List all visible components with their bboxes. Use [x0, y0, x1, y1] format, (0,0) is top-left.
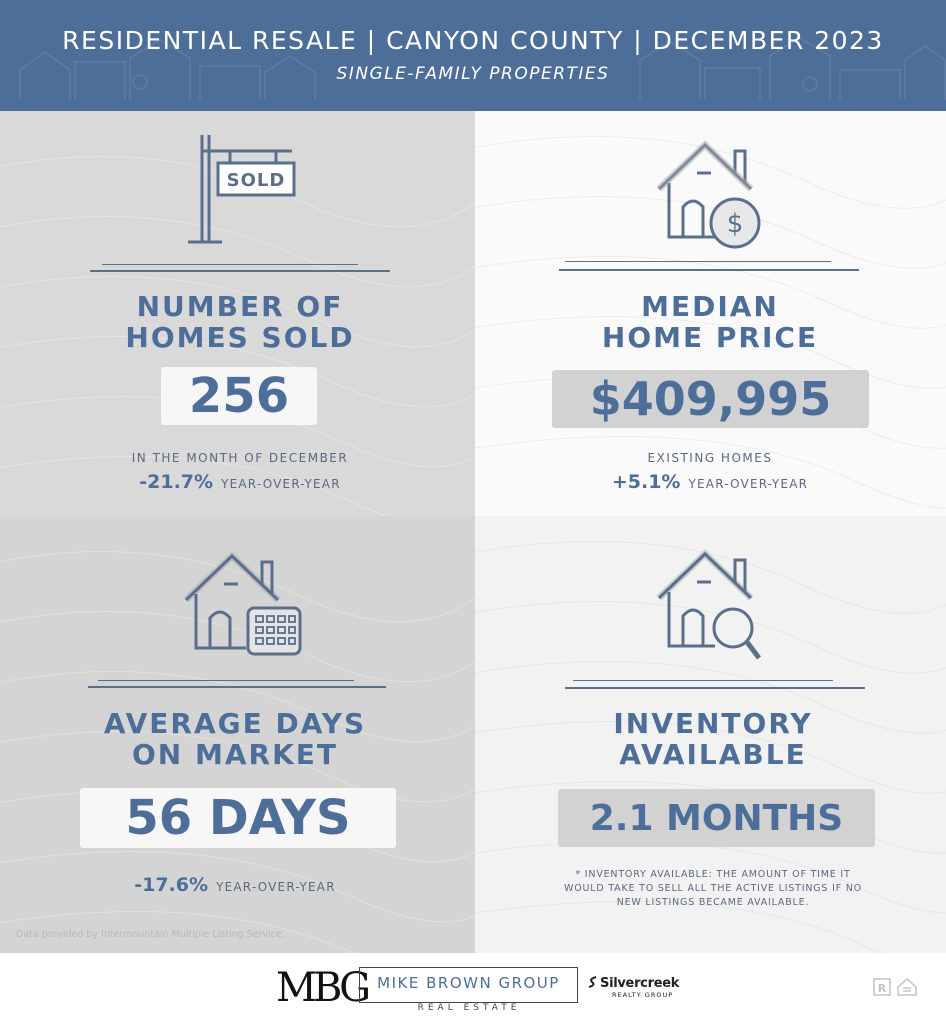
change-label: YEAR-OVER-YEAR [688, 477, 809, 491]
house-magnifier-icon [656, 549, 761, 660]
sold-sign-text: SOLD [227, 170, 286, 191]
skyline-decoration [19, 37, 946, 100]
title-line-2: AVAILABLE [619, 738, 807, 771]
inventory-panel: INVENTORY AVAILABLE 2.1 MONTHS * INVENTO… [475, 516, 946, 953]
background-waves [0, 155, 475, 516]
footnote-line-1: * INVENTORY AVAILABLE: THE AMOUNT OF TIM… [575, 869, 851, 880]
partner-name: Silvercreek [600, 976, 680, 991]
divider-bottom [565, 687, 865, 689]
realtor-icon: R [873, 978, 891, 996]
footnote-line-3: NEW LISTINGS BECAME AVAILABLE. [616, 897, 810, 908]
days-on-market-value: 56 DAYS [80, 788, 396, 848]
homes-sold-panel: SOLD NUMBER OF HOMES SOLD 256 IN THE MON… [0, 111, 475, 516]
homes-sold-title: NUMBER OF HOMES SOLD [60, 291, 420, 353]
brand-subtitle: REAL ESTATE [417, 1003, 521, 1013]
median-price-value: $409,995 [552, 370, 869, 428]
median-price-caption: EXISTING HOMES [647, 451, 773, 465]
page-title: RESIDENTIAL RESALE | CANYON COUNTY | DEC… [62, 26, 884, 55]
footer: MBG MIKE BROWN GROUP REAL ESTATE Silverc… [0, 953, 946, 1024]
mbg-logo: MBG [276, 965, 371, 1011]
title-line-2: ON MARKET [131, 738, 338, 771]
sold-sign-icon: SOLD [188, 135, 296, 244]
divider-top [102, 264, 358, 265]
svg-text:R: R [878, 982, 887, 995]
divider-bottom [88, 686, 386, 688]
silvercreek-logo-icon [588, 976, 597, 988]
brand-name-box: MIKE BROWN GROUP [359, 967, 578, 1003]
homes-sold-caption: IN THE MONTH OF DECEMBER [131, 451, 349, 465]
homes-sold-change: -21.7% YEAR-OVER-YEAR [60, 471, 420, 493]
days-on-market-title: AVERAGE DAYS ON MARKET [55, 708, 415, 770]
change-percent: -17.6% [134, 874, 209, 896]
page-subtitle: SINGLE-FAMILY PROPERTIES [336, 64, 610, 84]
equal-housing-icon [897, 977, 917, 996]
inventory-value: 2.1 MONTHS [558, 789, 875, 847]
days-on-market-change: -17.6% YEAR-OVER-YEAR [55, 874, 415, 896]
divider-bottom [559, 269, 859, 271]
inventory-footnote: * INVENTORY AVAILABLE: THE AMOUNT OF TIM… [530, 868, 896, 910]
header-banner: RESIDENTIAL RESALE | CANYON COUNTY | DEC… [0, 0, 946, 111]
house-calendar-icon [183, 551, 302, 656]
days-on-market-panel: AVERAGE DAYS ON MARKET 56 DAYS -17.6% YE… [0, 516, 475, 953]
median-price-title: MEDIAN HOME PRICE [530, 291, 890, 353]
divider-bottom [90, 270, 390, 272]
data-source-note: Data provided by Intermountain Multiple … [16, 929, 285, 940]
change-percent: -21.7% [139, 471, 214, 493]
title-line-1: NUMBER OF [136, 290, 344, 323]
partner-subtitle: REALTY GROUP [612, 991, 674, 999]
divider-top [565, 261, 831, 262]
median-price-change: +5.1% YEAR-OVER-YEAR [530, 471, 890, 493]
footnote-line-2: WOULD TAKE TO SELL ALL THE ACTIVE LISTIN… [564, 883, 862, 894]
divider-top [573, 680, 833, 681]
title-line-2: HOMES SOLD [125, 321, 355, 354]
house-dollar-icon: $ [656, 140, 761, 249]
title-line-1: INVENTORY [613, 707, 813, 740]
change-label: YEAR-OVER-YEAR [221, 477, 341, 491]
change-label: YEAR-OVER-YEAR [216, 880, 336, 894]
title-line-2: HOME PRICE [601, 321, 819, 354]
brand-name: MIKE BROWN GROUP [377, 974, 560, 992]
inventory-title: INVENTORY AVAILABLE [533, 708, 893, 770]
change-percent: +5.1% [611, 471, 681, 493]
divider-top [98, 680, 354, 681]
title-line-1: MEDIAN [641, 290, 779, 323]
median-price-panel: $ MEDIAN HOME PRICE $409,995 EXISTING HO… [475, 111, 946, 516]
title-line-1: AVERAGE DAYS [103, 707, 367, 740]
homes-sold-value: 256 [161, 367, 317, 425]
svg-text:$: $ [727, 209, 744, 239]
